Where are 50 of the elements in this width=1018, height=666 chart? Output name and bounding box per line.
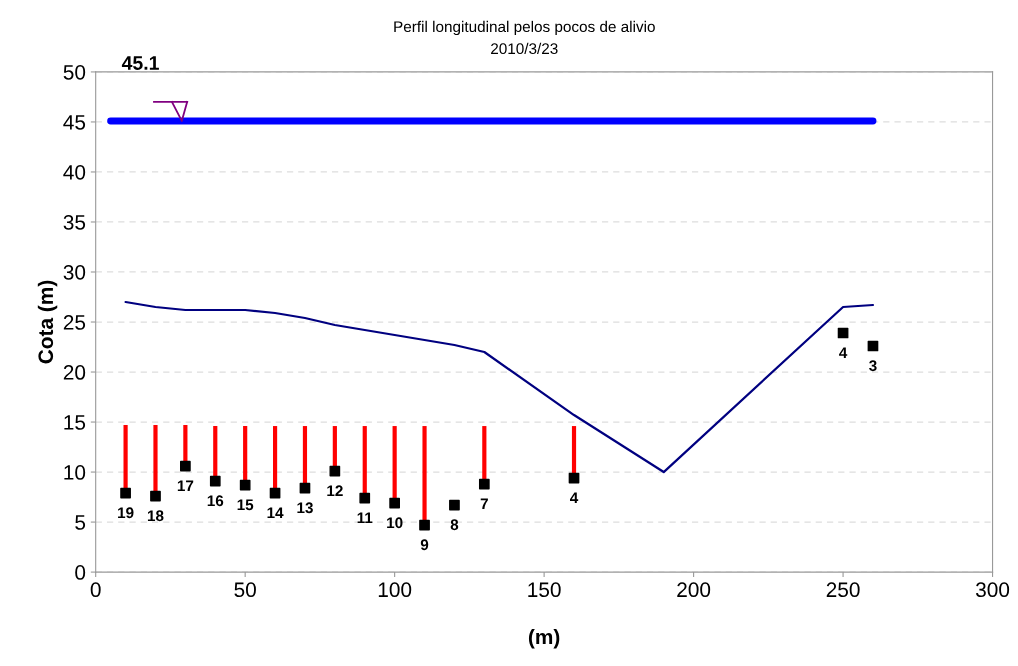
y-tick-label: 50 (63, 64, 86, 80)
point (180, 460, 191, 472)
x-tick-label: 200 (677, 582, 711, 598)
point (150, 490, 161, 502)
point (209, 475, 221, 487)
annotation: 15 (237, 499, 254, 511)
x-tick-label: 300 (975, 582, 1010, 598)
x-axis-title: (m) (528, 629, 560, 649)
annotation: 9 (420, 539, 429, 551)
y-tick-label: 40 (63, 164, 86, 180)
annotation: 13 (297, 502, 313, 514)
y-tick-label: 5 (75, 515, 86, 530)
x-tick-label: 50 (234, 582, 256, 598)
annotation: 19 (118, 507, 134, 519)
chart-title: Perfil longitudinal pelos pocos de alivio (394, 20, 655, 36)
annotation: 4 (839, 347, 848, 358)
annotation: 14 (267, 507, 284, 519)
y-tick-label: 20 (63, 365, 86, 380)
annotation: 18 (147, 510, 164, 522)
x-tick-label: 150 (528, 582, 561, 598)
annotation: 12 (327, 485, 343, 497)
y-tick-label: 25 (63, 315, 86, 330)
y-tick-label: 0 (75, 565, 86, 580)
point (478, 478, 490, 490)
x-tick-label: 250 (826, 582, 860, 598)
annotation: 16 (207, 495, 224, 507)
annotation: 11 (357, 512, 373, 524)
y-tick-label: 30 (63, 265, 86, 280)
point (359, 492, 371, 504)
x-tick-label: 0 (90, 582, 101, 598)
y-tick-label: 35 (63, 214, 86, 230)
y-tick-label: 45 (63, 115, 86, 130)
x-tick-label: 100 (378, 582, 412, 598)
annotation: 3 (869, 360, 877, 372)
point (120, 487, 131, 499)
y-tick-label: 10 (64, 465, 86, 480)
annotation: 4 (570, 492, 579, 504)
chart-subtitle: 2010/3/23 (491, 42, 558, 55)
line-series (124, 300, 875, 474)
annotation: 10 (387, 517, 403, 529)
point (449, 499, 460, 511)
annotation: 7 (480, 498, 488, 510)
annotation: 17 (177, 480, 194, 492)
y-tick-label: 15 (64, 415, 86, 430)
annotation: 8 (450, 519, 459, 531)
point (389, 497, 400, 509)
point (239, 479, 251, 491)
point (419, 519, 430, 531)
y-axis-title: Cota (m) (37, 280, 58, 364)
annotation: 45.1 (121, 56, 159, 70)
